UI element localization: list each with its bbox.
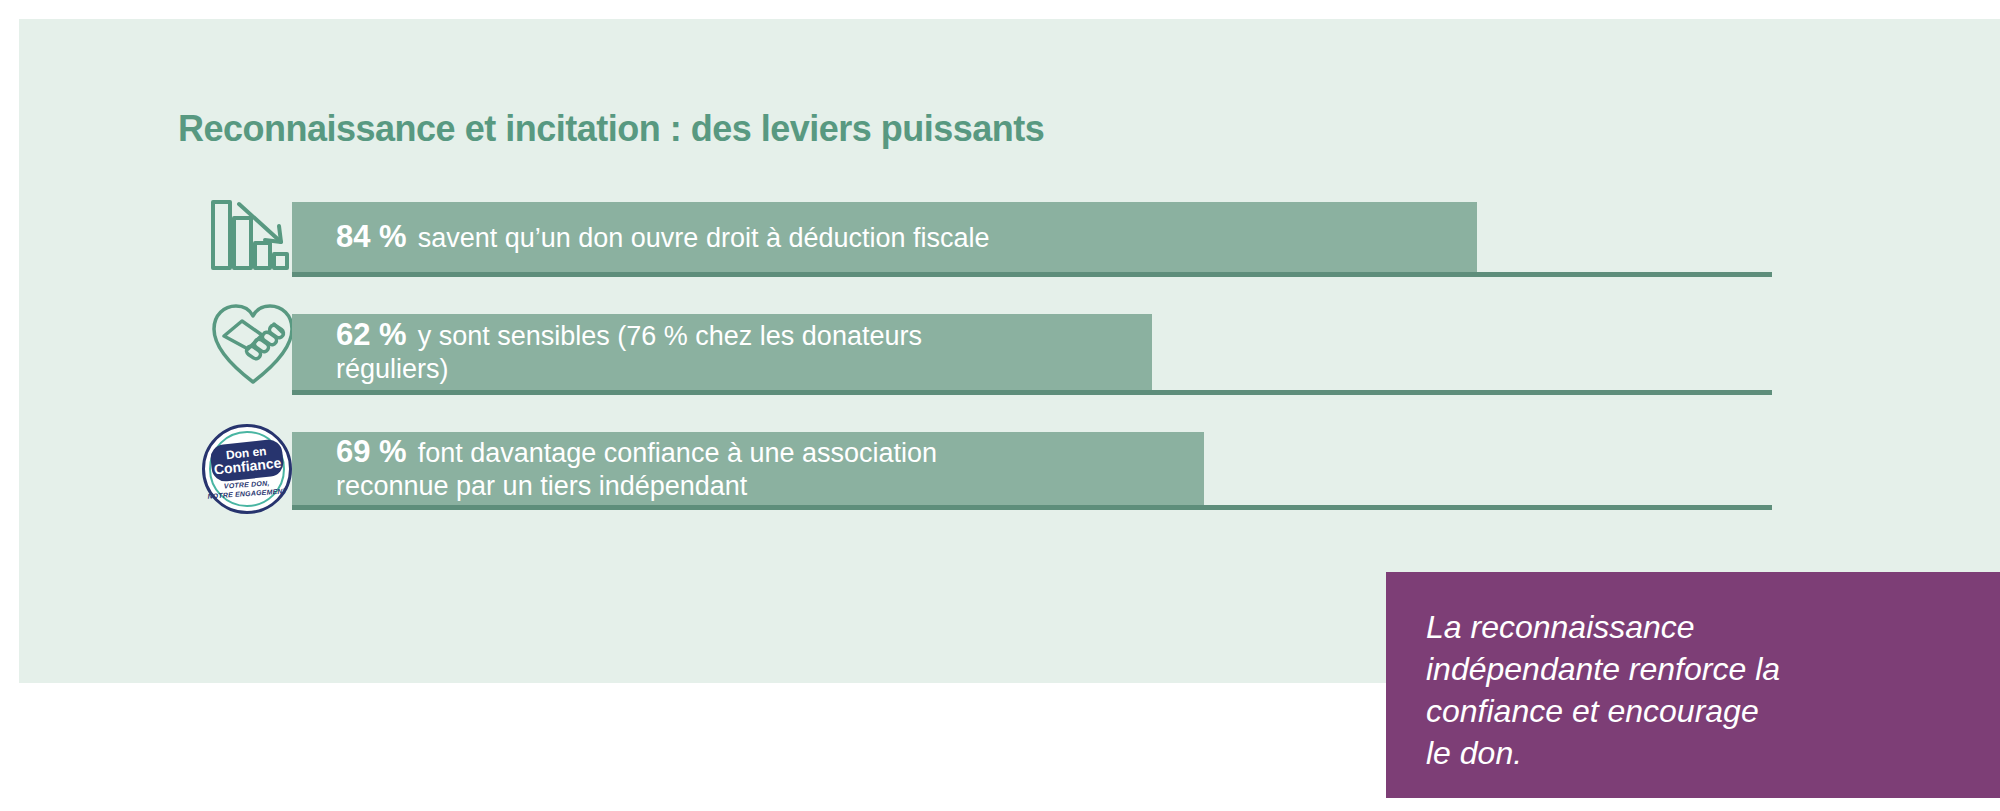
bar-text: 62 % y sont sensibles (76 % chez les dona… (292, 318, 1152, 386)
declining-bar-chart-icon (203, 186, 295, 278)
don-en-confiance-badge: Don en Confiance VOTRE DON, NOTRE ENGAGE… (202, 424, 292, 514)
bar-label-line2: reconnue par un tiers indépendant (336, 470, 1174, 503)
bar-value: 69 % (336, 434, 407, 469)
callout-line: indépendante renforce la (1426, 648, 1960, 690)
baseline-row-2 (292, 390, 1772, 395)
bar-deduction-fiscale: 84 % savent qu’un don ouvre droit à déduc… (292, 202, 1477, 272)
declining-bar-chart-icon-svg (203, 186, 295, 278)
bar-label-line2: réguliers) (336, 353, 1122, 386)
heart-handshake-icon (204, 296, 302, 394)
bar-label-line1: y sont sensibles (76 % chez les donateur… (418, 321, 922, 351)
callout-line: le don. (1426, 732, 1960, 774)
callout-line: confiance et encourage (1426, 690, 1960, 732)
bar-value: 84 % (336, 219, 407, 254)
bar-label-line1: font davantage confiance à une associati… (418, 438, 937, 468)
bar-value: 62 % (336, 317, 407, 352)
bar-sensibles: 62 % y sont sensibles (76 % chez les dona… (292, 314, 1152, 390)
baseline-row-1 (292, 272, 1772, 277)
callout-line: La reconnaissance (1426, 606, 1960, 648)
bar-text: 84 % savent qu’un don ouvre droit à déduc… (292, 220, 1477, 255)
badge-wordmark: Don en Confiance (209, 438, 284, 482)
bar-label-line1: savent qu’un don ouvre droit à déduction… (418, 223, 990, 253)
callout-text: La reconnaissance indépendante renforce … (1426, 606, 1960, 774)
bar-confiance-tiers: 69 % font davantage confiance à une assoc… (292, 432, 1204, 505)
baseline-row-3 (292, 505, 1772, 510)
callout-box: La reconnaissance indépendante renforce … (1386, 572, 2000, 798)
badge-wordmark-line2: Confiance (213, 456, 282, 478)
heart-handshake-icon-svg (204, 296, 302, 394)
bar-text: 69 % font davantage confiance à une assoc… (292, 435, 1204, 503)
